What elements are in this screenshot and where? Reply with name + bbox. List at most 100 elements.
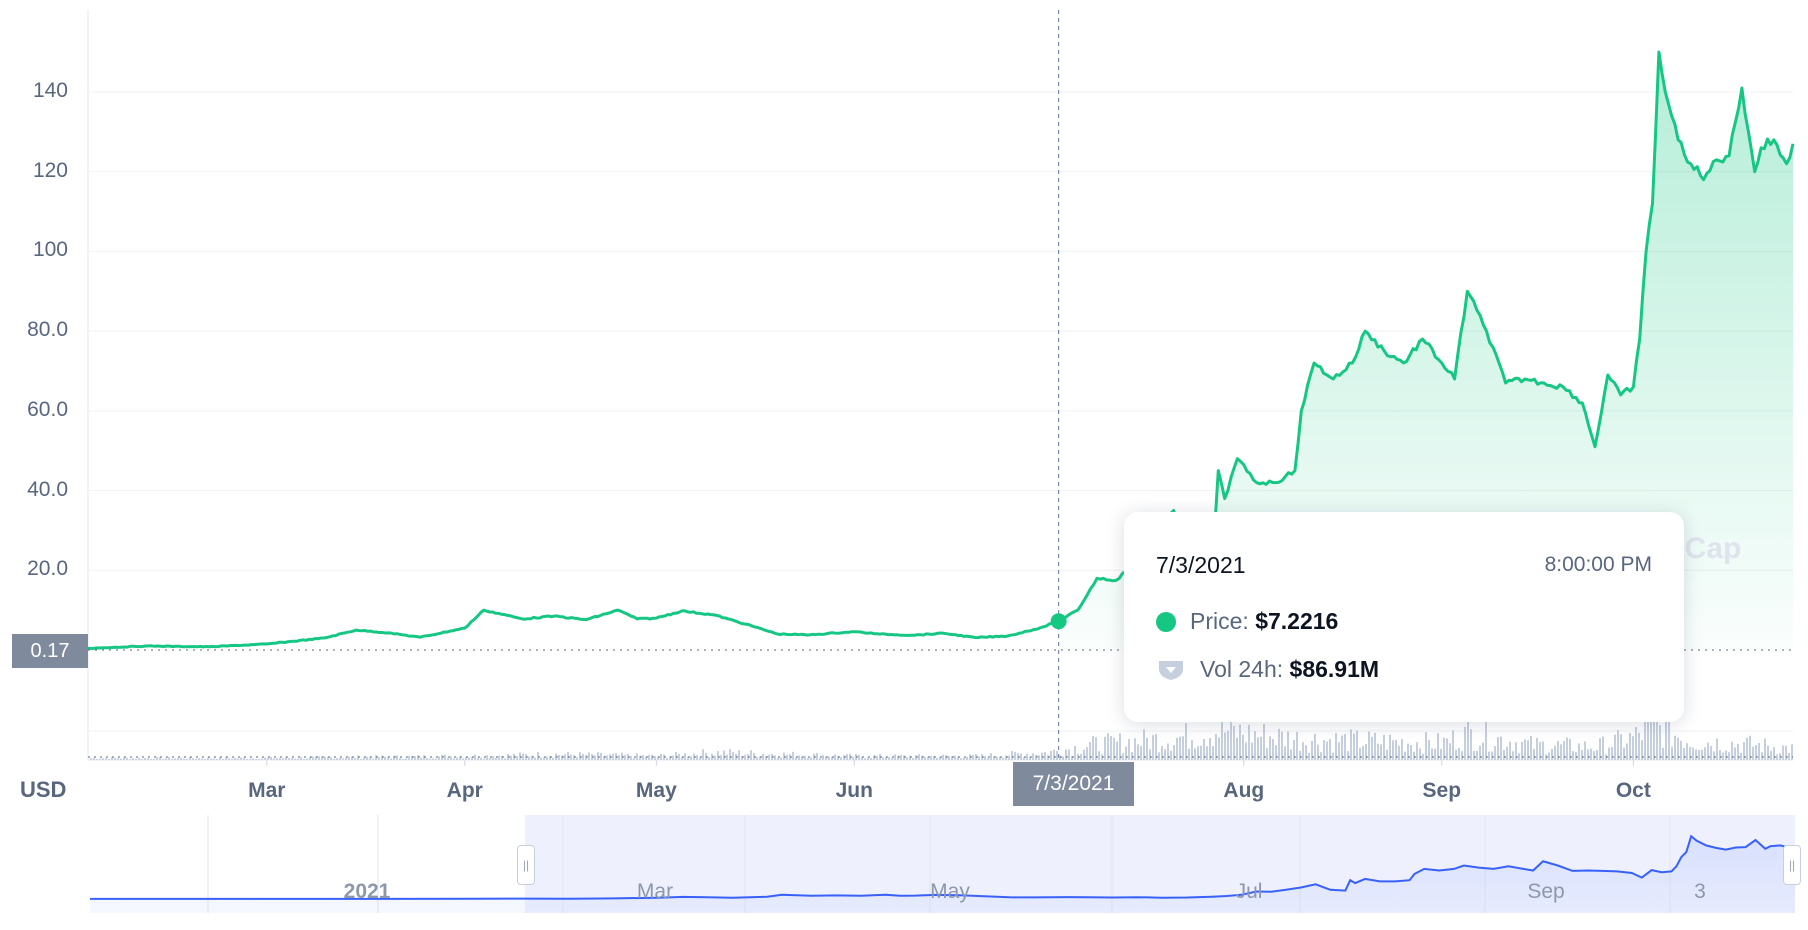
navigator-right-handle[interactable]: || (1783, 845, 1801, 885)
volume-bar (684, 753, 686, 760)
volume-bar (1578, 743, 1580, 760)
volume-bar (1740, 752, 1742, 760)
volume-bar (1314, 733, 1316, 760)
volume-bar (594, 755, 596, 760)
volume-bar (1413, 751, 1415, 760)
volume-bar (882, 757, 884, 760)
volume-bar (792, 751, 794, 760)
tooltip-date: 7/3/2021 (1156, 552, 1246, 578)
volume-bar (1209, 738, 1211, 760)
volume-bar (537, 752, 539, 760)
volume-bar (204, 758, 206, 760)
volume-bar (1749, 735, 1751, 760)
volume-bar (708, 757, 710, 760)
volume-bar (267, 757, 269, 760)
volume-bar (1260, 736, 1262, 760)
price-line[interactable] (88, 50, 1795, 650)
volume-bar (1470, 729, 1472, 760)
volume-bar (768, 754, 770, 760)
volume-bar (135, 758, 137, 760)
volume-bar (1770, 750, 1772, 760)
volume-bar (1593, 751, 1595, 760)
volume-bar (810, 757, 812, 760)
volume-bar (1431, 748, 1433, 760)
volume-bar (294, 758, 296, 760)
volume-bar (1341, 735, 1343, 760)
volume-bar (105, 758, 107, 760)
volume-bar (1395, 739, 1397, 760)
volume-bar (1569, 739, 1571, 760)
volume-bar (1092, 735, 1094, 760)
volume-bar (1731, 741, 1733, 760)
volume-bar (552, 757, 554, 760)
volume-bar (579, 752, 581, 760)
volume-bar (1050, 750, 1052, 760)
navigator-left-handle[interactable]: || (517, 845, 535, 885)
price-area (1058, 52, 1793, 651)
volume-bar (744, 754, 746, 760)
volume-bar (1503, 749, 1505, 760)
volume-bar (510, 755, 512, 760)
volume-bar (102, 758, 104, 760)
volume-bar (1371, 736, 1373, 760)
volume-bar (1086, 747, 1088, 760)
volume-bar (777, 757, 779, 760)
volume-bar (1284, 746, 1286, 760)
volume-bar (231, 758, 233, 760)
volume-bar (807, 758, 809, 760)
volume-bar (1344, 734, 1346, 760)
volume-bar (1686, 743, 1688, 760)
volume-bar (297, 758, 299, 760)
range-navigator[interactable] (89, 815, 1796, 913)
volume-bar (1581, 750, 1583, 760)
volume-bar (753, 752, 755, 760)
volume-bar (1044, 751, 1046, 760)
volume-bar (1752, 746, 1754, 760)
volume-bar (1437, 733, 1439, 760)
volume-bar (930, 755, 932, 760)
volume-bar (885, 756, 887, 760)
volume-bar (972, 755, 974, 760)
volume-bar (1575, 752, 1577, 760)
volume-bar (1584, 741, 1586, 760)
volume-bar (114, 757, 116, 760)
volume-bar (516, 756, 518, 760)
volume-bar (1215, 734, 1217, 760)
tooltip-volume-row: Vol 24h: $86.91M (1156, 656, 1379, 688)
volume-bar (345, 757, 347, 760)
volume-bar (939, 756, 941, 760)
volume-bar (528, 756, 530, 760)
volume-bar (1323, 740, 1325, 760)
volume-bar (1380, 744, 1382, 760)
volume-bar (1482, 742, 1484, 760)
volume-bar (435, 758, 437, 760)
volume-bar (1416, 742, 1418, 760)
volume-bar (447, 758, 449, 760)
volume-bar (1302, 742, 1304, 760)
volume-bar (876, 755, 878, 760)
volume-bar (1281, 731, 1283, 760)
volume-bar (1191, 740, 1193, 760)
volume-bar (1572, 751, 1574, 760)
volume-bar (1368, 731, 1370, 760)
volume-bar (1392, 740, 1394, 760)
volume-bar (1644, 719, 1646, 760)
volume-bar (909, 755, 911, 760)
volume-bar (1698, 750, 1700, 760)
volume-bar (456, 757, 458, 760)
volume-bar (222, 758, 224, 760)
volume-bar (90, 758, 92, 760)
volume-bar (1452, 730, 1454, 760)
volume-bar (492, 756, 494, 760)
volume-bar (1551, 748, 1553, 760)
volume-bar (1011, 750, 1013, 760)
volume-bar (729, 749, 731, 760)
volume-bar (438, 756, 440, 760)
volume-bar (1473, 750, 1475, 760)
navigator-label: Mar (636, 880, 674, 903)
volume-bar (1326, 741, 1328, 760)
volume-bar (720, 755, 722, 760)
volume-bar (642, 755, 644, 760)
volume-bar (1287, 731, 1289, 760)
